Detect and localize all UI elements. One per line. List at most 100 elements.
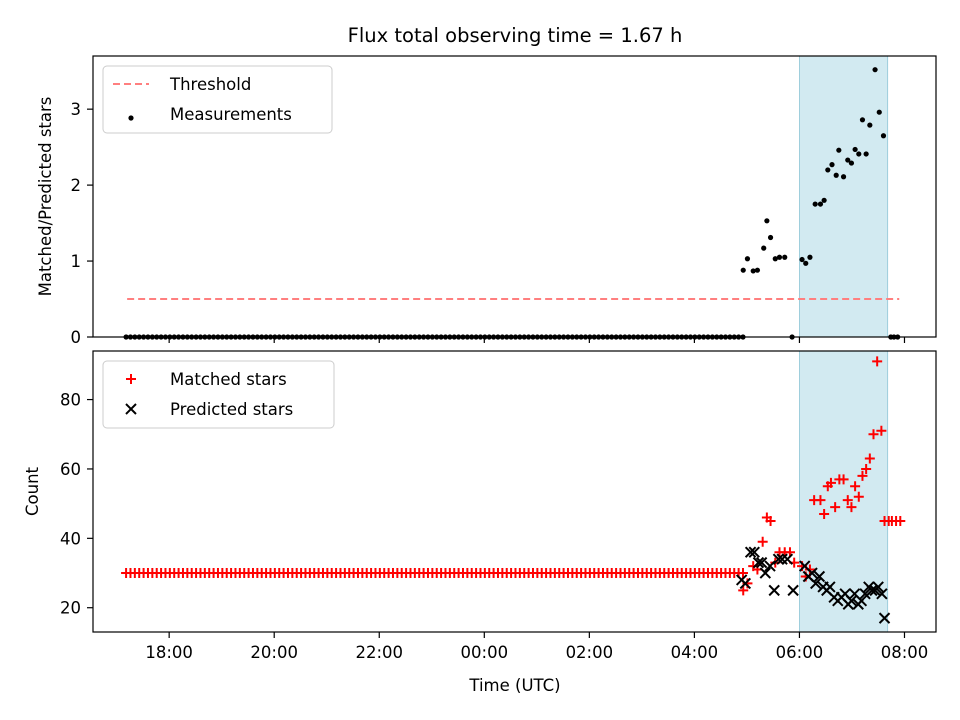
y-axis-label: Matched/Predicted stars xyxy=(36,97,55,297)
data-point xyxy=(872,356,883,367)
data-point xyxy=(772,553,785,565)
plot-frame xyxy=(92,55,937,338)
highlight-span xyxy=(799,55,889,338)
data-point xyxy=(764,560,776,572)
data-point xyxy=(759,567,772,579)
data-point xyxy=(856,151,862,157)
data-point xyxy=(850,481,861,492)
series-predicted-stars xyxy=(735,546,891,624)
data-point xyxy=(768,584,780,597)
data-point xyxy=(752,556,765,569)
data-point xyxy=(863,151,869,157)
legend-handle xyxy=(128,115,134,121)
y-tick-label: 80 xyxy=(60,391,81,410)
data-point xyxy=(848,160,855,166)
y-tick-label: 20 xyxy=(60,599,81,618)
data-point xyxy=(744,546,757,558)
data-point xyxy=(845,157,851,163)
data-point xyxy=(748,546,760,558)
legend-label: Predicted stars xyxy=(170,400,293,419)
data-point xyxy=(755,556,768,569)
data-point xyxy=(824,581,836,593)
x-tick-label: 06:00 xyxy=(776,643,824,662)
data-point xyxy=(767,234,774,241)
data-point xyxy=(838,474,849,485)
data-point xyxy=(876,425,887,436)
data-point xyxy=(867,122,873,128)
data-point xyxy=(764,218,770,224)
data-point xyxy=(861,463,872,474)
data-point xyxy=(866,584,878,597)
panel-ratio: 0 1 2 3 Matched/Predicted stars Threshold Meas… xyxy=(36,55,937,347)
data-point xyxy=(821,197,827,203)
chart-title: Flux total observing time = 1.67 h xyxy=(348,24,683,47)
y-tick-label: 0 xyxy=(71,328,82,347)
data-point xyxy=(872,67,878,73)
data-point xyxy=(799,256,805,263)
data-point xyxy=(829,162,835,168)
data-point xyxy=(840,174,847,180)
y-tick-label: 3 xyxy=(71,100,82,119)
data-point xyxy=(812,201,818,207)
data-point xyxy=(815,495,826,506)
x-tick-label: 08:00 xyxy=(881,643,929,662)
data-point xyxy=(772,256,778,262)
data-point xyxy=(803,260,809,266)
data-point xyxy=(846,502,857,513)
legend-label: Measurements xyxy=(170,105,292,124)
series-matched-stars xyxy=(121,356,906,596)
data-point xyxy=(864,453,875,464)
y-tick-label: 1 xyxy=(71,252,82,271)
data-point xyxy=(830,502,841,513)
data-point xyxy=(876,109,882,115)
legend-label: Matched stars xyxy=(170,370,287,389)
data-point xyxy=(895,515,906,526)
data-point xyxy=(750,268,756,274)
data-point xyxy=(761,245,767,251)
legend-box xyxy=(102,65,333,134)
data-point xyxy=(819,509,830,520)
data-point xyxy=(876,588,888,600)
data-point xyxy=(880,133,887,139)
data-point xyxy=(833,172,839,178)
data-point xyxy=(754,267,761,273)
data-point xyxy=(765,515,776,526)
data-point xyxy=(776,553,788,565)
y-tick-label: 40 xyxy=(60,529,81,548)
data-point xyxy=(845,595,858,607)
data-point xyxy=(857,470,868,481)
data-point xyxy=(781,553,794,565)
data-point xyxy=(825,167,831,173)
data-point xyxy=(739,577,752,590)
panel-counts: 18:00 20:00 22:00 00:00 02:00 04:00 06:00 08:00… xyxy=(23,350,937,662)
data-point xyxy=(825,477,836,488)
data-point xyxy=(859,117,866,123)
data-point xyxy=(813,570,826,583)
data-point xyxy=(810,577,822,590)
data-point xyxy=(738,585,749,596)
legend-handle xyxy=(125,403,137,415)
x-tick-label: 04:00 xyxy=(671,643,719,662)
y-axis-label: Count xyxy=(23,466,42,516)
data-point xyxy=(757,536,768,547)
data-point xyxy=(836,147,842,153)
data-point xyxy=(737,568,748,579)
plot-frame xyxy=(92,350,937,633)
x-tick-label: 02:00 xyxy=(566,643,614,662)
data-point xyxy=(817,201,824,207)
y-tick-label: 60 xyxy=(60,460,81,479)
data-point xyxy=(868,429,879,440)
x-axis-label: Time (UTC) xyxy=(468,676,560,695)
data-point xyxy=(740,267,746,273)
data-point xyxy=(806,567,818,579)
x-tick-label: 00:00 xyxy=(461,643,509,662)
legend-handle xyxy=(126,374,136,384)
data-point xyxy=(855,595,868,607)
legend: Threshold Measurements xyxy=(102,65,333,134)
data-point xyxy=(878,612,891,624)
data-point xyxy=(744,256,751,262)
data-point xyxy=(776,254,783,260)
data-point xyxy=(842,495,853,506)
x-tick-label: 20:00 xyxy=(250,643,298,662)
